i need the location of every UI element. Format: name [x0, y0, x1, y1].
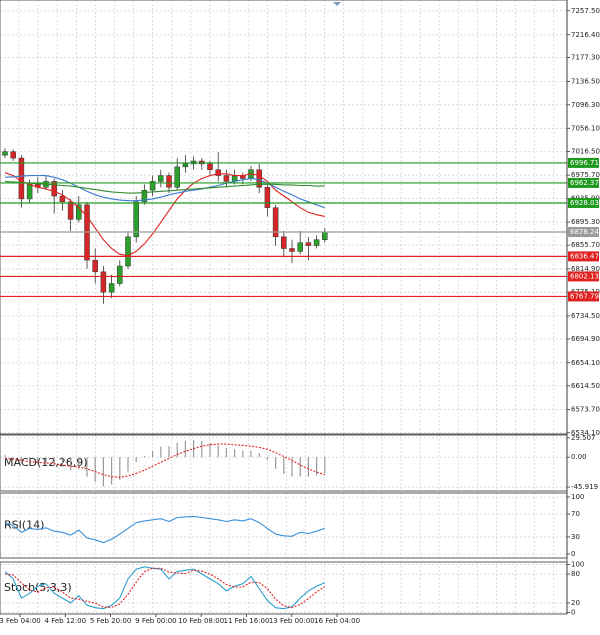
y-tick-label: 0.00	[571, 453, 587, 461]
scroll-marker	[333, 2, 341, 6]
y-tick-label: 20	[571, 599, 580, 607]
x-tick-label: 9 Feb 00:00	[135, 617, 176, 625]
y-tick-label: 29.507	[571, 434, 596, 442]
macd-signal	[4, 443, 325, 478]
y-tick-label: 30	[571, 533, 580, 541]
candle-body	[297, 242, 303, 252]
candle-body	[141, 189, 148, 203]
y-tick-label: 7177.30	[571, 54, 600, 62]
y-tick-label: 7257.50	[571, 7, 600, 15]
candle-body	[117, 265, 123, 284]
y-tick-label: 6694.90	[571, 335, 600, 343]
y-tick-label: 6614.50	[571, 382, 600, 390]
y-tick-label: 100	[571, 493, 584, 501]
moving-average	[4, 180, 325, 194]
level-label: 6878.24	[570, 228, 599, 236]
panel-title: Stoch(5,3,3)	[4, 581, 72, 594]
y-tick-label: 6855.70	[571, 241, 600, 249]
candle-body	[207, 163, 213, 171]
candle-body	[272, 207, 279, 238]
candle-body	[76, 204, 82, 220]
level-label: 6836.47	[570, 252, 599, 260]
stoch-k	[4, 566, 326, 610]
candle-body	[182, 163, 189, 168]
candle-body	[67, 201, 74, 220]
candle-body	[158, 175, 164, 182]
candle-body	[2, 151, 8, 156]
level-label-bg	[568, 251, 599, 262]
y-tick-label: 100	[571, 560, 584, 568]
y-tick-label: 7096.30	[571, 101, 600, 109]
candle-body	[125, 236, 131, 267]
candle-body	[174, 166, 180, 188]
candle-body	[108, 283, 115, 293]
x-tick-label: 13 Feb 00:00	[269, 617, 315, 625]
level-label: 6802.13	[570, 272, 599, 280]
candle-body	[281, 236, 287, 249]
y-tick-label: 0	[571, 609, 575, 617]
y-tick-label: 0	[571, 550, 575, 558]
x-tick-label: 4 Feb 12:00	[45, 617, 86, 625]
x-tick-label: 11 Feb 16:00	[224, 617, 270, 625]
level-label-bg	[568, 227, 599, 238]
y-tick-label: 6975.70	[571, 171, 600, 179]
y-tick-label: 7056.10	[571, 124, 600, 132]
candle-body	[289, 248, 295, 252]
level-label: 6962.37	[570, 179, 599, 187]
y-tick-label: 6654.10	[571, 359, 600, 367]
x-tick-label: 3 Feb 04:00	[0, 617, 41, 625]
candle-body	[264, 187, 271, 208]
y-tick-label: 70	[571, 510, 580, 518]
x-tick-label: 10 Feb 08:00	[178, 617, 224, 625]
candle-body	[223, 175, 230, 182]
panel-title: RSI(14)	[4, 519, 44, 532]
y-tick-label: 7216.40	[571, 31, 600, 39]
candle-body	[256, 169, 262, 188]
candle-body	[133, 201, 139, 238]
y-tick-label: 6573.70	[571, 406, 600, 414]
candle-body	[166, 175, 172, 188]
level-label: 6767.79	[570, 292, 599, 300]
y-tick-label: 6814.90	[571, 265, 600, 273]
y-tick-label: 6534.10	[571, 429, 600, 437]
candle-body	[92, 259, 98, 273]
x-tick-label: 5 Feb 20:00	[90, 617, 131, 625]
level-label: 6996.71	[570, 159, 599, 167]
stoch-d	[4, 567, 326, 609]
panel-title: MACD(12,26,9)	[4, 456, 88, 469]
candle-body	[149, 181, 156, 191]
candle-body	[18, 157, 25, 200]
y-tick-label: 6734.50	[571, 312, 600, 320]
moving-average	[4, 175, 325, 209]
level-label-bg	[568, 157, 599, 168]
candle-body	[215, 169, 221, 176]
candle-body	[26, 184, 33, 200]
level-label: 6928.03	[570, 199, 599, 207]
y-tick-label: 6895.30	[571, 218, 600, 226]
x-tick-label: 16 Feb 04:00	[314, 617, 360, 625]
candle-body	[10, 151, 16, 159]
level-label-bg	[568, 197, 599, 208]
candle-body	[322, 231, 328, 241]
y-tick-label: 7136.50	[571, 77, 600, 85]
candle-body	[51, 181, 57, 197]
y-tick-label: 80	[571, 570, 580, 578]
candle-body	[305, 242, 312, 246]
candle-body	[313, 239, 320, 246]
level-label-bg	[568, 291, 599, 302]
y-tick-label: -45.919	[571, 483, 598, 491]
candle-body	[100, 271, 107, 293]
y-tick-label: 7016.50	[571, 147, 600, 155]
level-label-bg	[568, 271, 599, 282]
level-label-bg	[568, 177, 599, 188]
candle-body	[59, 195, 66, 203]
rsi-line	[4, 515, 325, 544]
